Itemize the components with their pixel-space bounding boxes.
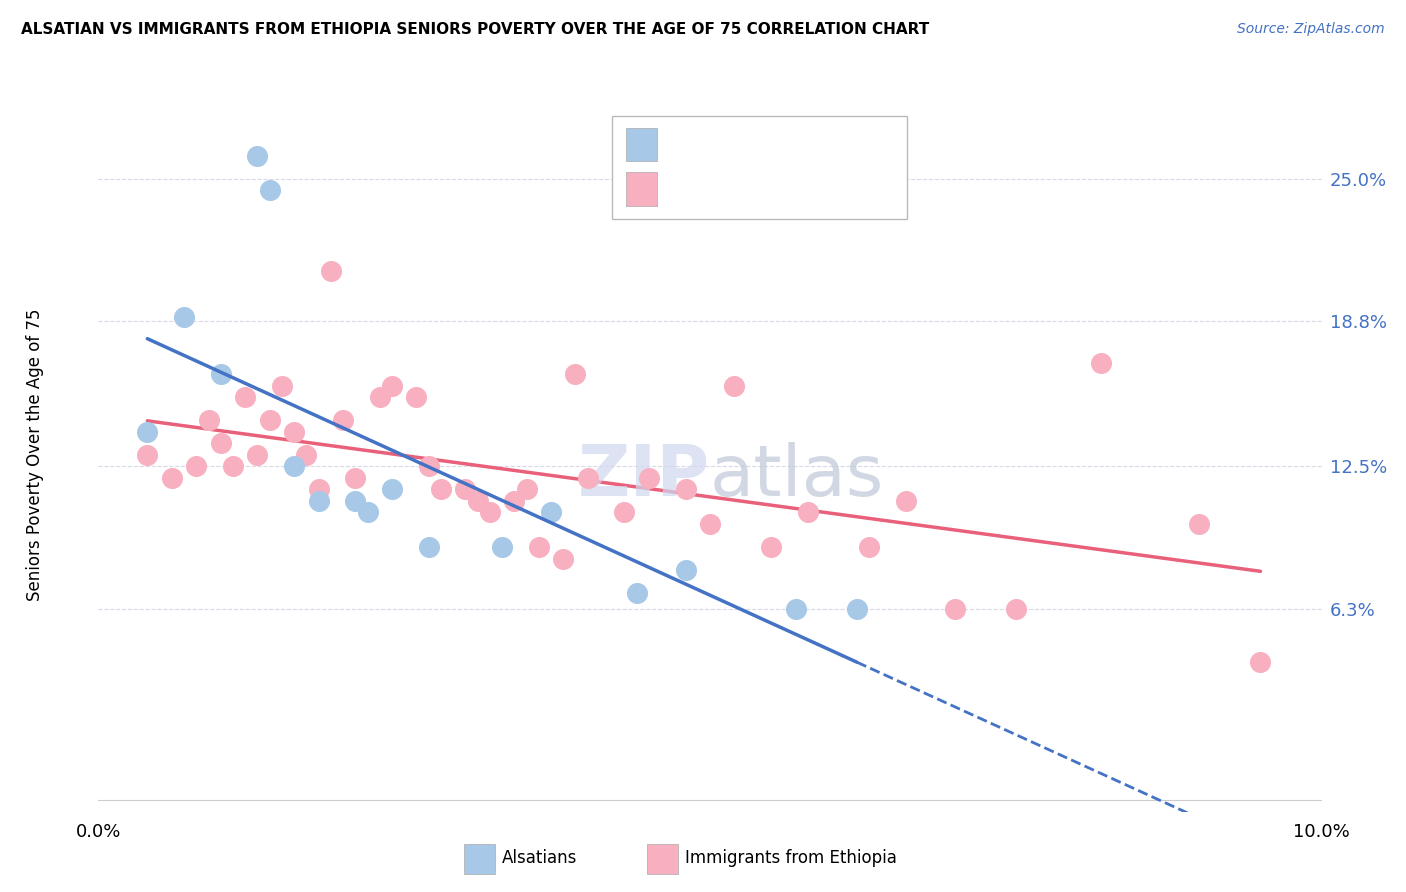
Point [759, 540, 782, 554]
Point [613, 506, 636, 520]
Point [564, 368, 586, 382]
Point [797, 506, 820, 520]
Point [699, 516, 721, 531]
Point [259, 183, 281, 197]
Point [308, 483, 330, 497]
Point [1090, 356, 1112, 370]
Text: atlas: atlas [710, 442, 884, 511]
Point [368, 390, 391, 404]
Point [527, 540, 550, 554]
Text: R =: R = [671, 136, 707, 153]
Text: N =: N = [759, 180, 811, 198]
Point [478, 506, 501, 520]
Text: -0.350: -0.350 [706, 180, 765, 198]
Point [785, 602, 807, 616]
Point [418, 459, 440, 474]
Point [467, 494, 489, 508]
Text: N =: N = [759, 136, 811, 153]
Point [295, 448, 318, 462]
Point [491, 540, 513, 554]
Text: Immigrants from Ethiopia: Immigrants from Ethiopia [685, 849, 897, 867]
Point [1249, 655, 1271, 669]
Point [1188, 516, 1211, 531]
Point [723, 379, 745, 393]
Point [675, 563, 697, 577]
Point [233, 390, 256, 404]
Point [381, 483, 404, 497]
Point [503, 494, 526, 508]
Point [626, 586, 648, 600]
Text: Seniors Poverty Over the Age of 75: Seniors Poverty Over the Age of 75 [27, 309, 44, 601]
Point [418, 540, 440, 554]
Point [259, 413, 281, 427]
Point [858, 540, 880, 554]
Point [356, 506, 378, 520]
Text: 17: 17 [808, 136, 831, 153]
Point [454, 483, 477, 497]
Text: ZIP: ZIP [578, 442, 710, 511]
Point [553, 551, 575, 566]
Point [246, 448, 269, 462]
Point [209, 368, 232, 382]
Text: ALSATIAN VS IMMIGRANTS FROM ETHIOPIA SENIORS POVERTY OVER THE AGE OF 75 CORRELAT: ALSATIAN VS IMMIGRANTS FROM ETHIOPIA SEN… [21, 22, 929, 37]
Point [344, 471, 367, 485]
Point [173, 310, 195, 324]
Point [197, 413, 219, 427]
Text: 44: 44 [808, 180, 832, 198]
Point [637, 471, 661, 485]
Point [246, 149, 269, 163]
Point [186, 459, 208, 474]
Point [845, 602, 868, 616]
Point [894, 494, 917, 508]
Point [160, 471, 183, 485]
Point [344, 494, 367, 508]
Point [675, 483, 697, 497]
Point [540, 506, 562, 520]
Point [283, 425, 305, 439]
Point [576, 471, 599, 485]
Point [332, 413, 354, 427]
Point [270, 379, 292, 393]
Point [319, 264, 342, 278]
Point [136, 448, 159, 462]
Point [283, 459, 305, 474]
Point [943, 602, 966, 616]
Point [516, 483, 538, 497]
Point [308, 494, 330, 508]
Text: Source: ZipAtlas.com: Source: ZipAtlas.com [1237, 22, 1385, 37]
Point [222, 459, 245, 474]
Point [430, 483, 453, 497]
Point [405, 390, 427, 404]
Point [381, 379, 404, 393]
Text: Alsatians: Alsatians [502, 849, 578, 867]
Point [136, 425, 159, 439]
Text: -0.367: -0.367 [706, 136, 765, 153]
Point [1004, 602, 1026, 616]
Point [209, 436, 232, 450]
Text: R =: R = [671, 180, 707, 198]
